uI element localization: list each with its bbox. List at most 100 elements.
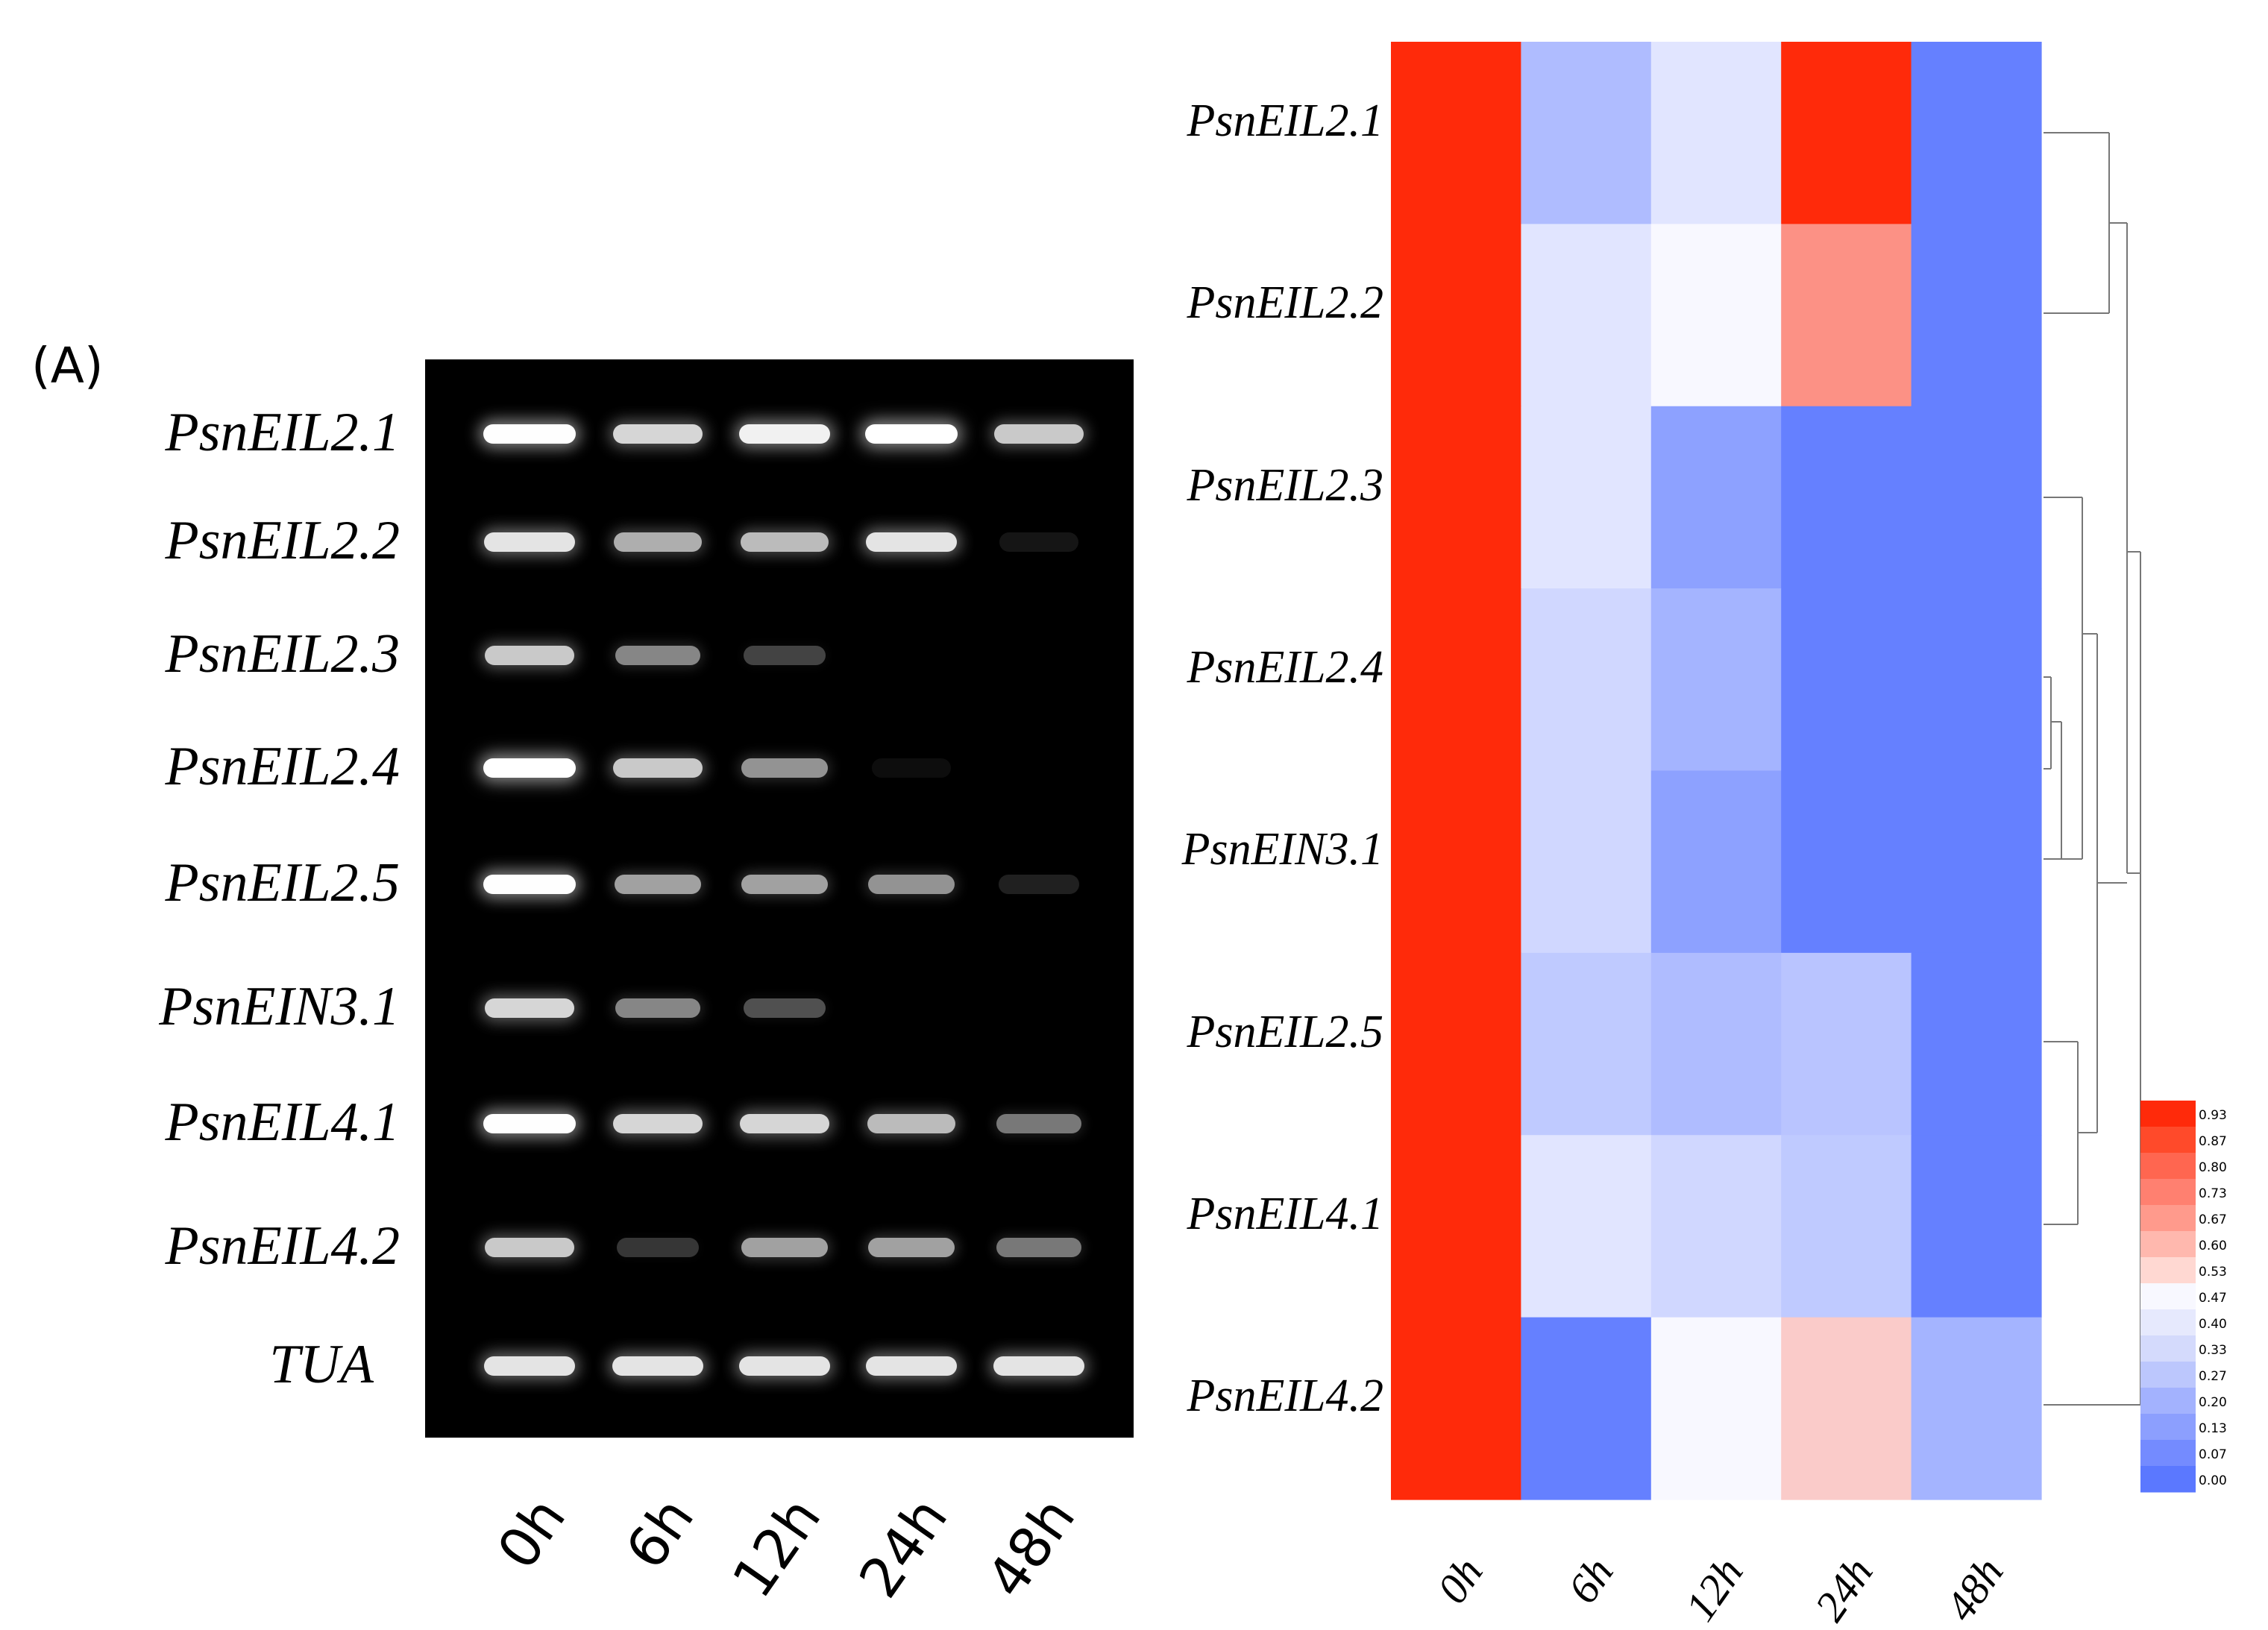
gel-row-label-psneil2-2: PsnEIL2.2 <box>165 510 400 571</box>
heatmap-row-label-psneil2-5: PsnEIL2.5 <box>1187 1006 1384 1057</box>
heatmap-cell <box>1521 770 1652 954</box>
gel-band <box>996 1238 1081 1257</box>
legend-swatch <box>2140 1231 2196 1258</box>
heatmap-cell <box>1521 224 1652 407</box>
gel-band <box>485 1238 574 1257</box>
gel-band <box>743 646 826 665</box>
legend-tick-label: 0.33 <box>2199 1342 2227 1358</box>
heatmap-row-label-psneil2-2: PsnEIL2.2 <box>1187 277 1384 329</box>
legend-tick-label: 0.13 <box>2199 1420 2227 1436</box>
heatmap-cell <box>1391 42 1521 224</box>
gel-band <box>740 532 829 552</box>
heatmap-cell <box>1521 42 1652 224</box>
legend-swatch <box>2140 1440 2196 1467</box>
gel-band <box>484 998 575 1018</box>
gel-band <box>485 646 574 665</box>
heatmap-cell <box>1391 588 1521 772</box>
gel-band <box>743 998 826 1018</box>
legend-swatch <box>2140 1362 2196 1388</box>
gel-band <box>484 532 575 552</box>
heatmap-row-label-psneil2-4: PsnEIL2.4 <box>1187 641 1384 693</box>
heatmap-cell <box>1911 952 2042 1136</box>
gel-band <box>866 1356 957 1376</box>
heatmap-cell <box>1650 224 1782 407</box>
legend-swatch <box>2140 1388 2196 1415</box>
gel-band <box>867 1238 955 1257</box>
legend-swatch <box>2140 1283 2196 1310</box>
gel-band <box>867 1114 956 1133</box>
heatmap-cell <box>1650 42 1782 224</box>
heatmap-cell <box>1911 1317 2042 1500</box>
gel-band <box>483 875 576 894</box>
legend-tick-label: 0.47 <box>2199 1290 2227 1306</box>
gel-band <box>615 646 701 665</box>
heatmap-cell <box>1911 588 2042 772</box>
heatmap-cell <box>1781 770 1912 954</box>
legend-tick-label: 0.80 <box>2199 1159 2227 1175</box>
heatmap-cell <box>1391 1135 1521 1318</box>
heatmap-cell <box>1911 42 2042 224</box>
gel-band <box>483 424 576 444</box>
gel-band <box>614 532 702 552</box>
heatmap-cell <box>1911 224 2042 407</box>
legend-swatch <box>2140 1153 2196 1180</box>
heatmap-cell <box>1650 406 1782 589</box>
gel-row-label-psneil2-3: PsnEIL2.3 <box>165 623 400 685</box>
legend-tick-label: 0.60 <box>2199 1238 2227 1253</box>
heatmap-row-label-psneil4-2: PsnEIL4.2 <box>1187 1371 1384 1422</box>
gel-band <box>871 758 952 778</box>
heatmap-cell <box>1781 588 1912 772</box>
gel-band <box>739 1356 830 1376</box>
gel-band <box>741 875 829 894</box>
heatmap-row-label-psnein3-1: PsnEIN3.1 <box>1181 824 1383 875</box>
heatmap-row-label-psneil2-3: PsnEIL2.3 <box>1187 459 1384 511</box>
heatmap-cell <box>1391 770 1521 954</box>
gel-band <box>617 1238 699 1257</box>
legend-swatch <box>2140 1179 2196 1206</box>
gel-band <box>993 1356 1084 1376</box>
gel-row-label-psneil2-4: PsnEIL2.4 <box>165 736 400 797</box>
gel-band <box>741 1238 829 1257</box>
gel-band <box>738 424 831 444</box>
heatmap-row-label-psneil4-1: PsnEIL4.1 <box>1187 1189 1384 1240</box>
gel-band <box>996 1114 1081 1133</box>
gel-band <box>865 424 958 444</box>
heatmap-cell <box>1781 42 1912 224</box>
heatmap-row-label-psneil2-1: PsnEIL2.1 <box>1187 95 1384 146</box>
gel-row-label-psneil2-1: PsnEIL2.1 <box>165 402 400 463</box>
heatmap-cell <box>1391 1317 1521 1500</box>
gel-band <box>612 424 703 444</box>
gel-row-label-tua: TUA <box>269 1334 374 1395</box>
legend-swatch <box>2140 1101 2196 1127</box>
legend-swatch <box>2140 1205 2196 1232</box>
gel-row-label-psnein3-1: PsnEIN3.1 <box>159 976 400 1037</box>
heatmap-cell <box>1650 1135 1782 1318</box>
legend-swatch <box>2140 1127 2196 1154</box>
heatmap-cell <box>1391 224 1521 407</box>
gel-band <box>612 1114 703 1133</box>
gel-band <box>739 1114 830 1133</box>
heatmap-cell <box>1650 588 1782 772</box>
heatmap-cell <box>1650 952 1782 1136</box>
legend-tick-label: 0.00 <box>2199 1473 2227 1488</box>
panel-label: (A) <box>31 337 104 394</box>
gel-band <box>483 758 576 778</box>
legend-tick-label: 0.67 <box>2199 1212 2227 1227</box>
gel-band <box>999 875 1079 894</box>
legend-swatch <box>2140 1335 2196 1362</box>
heatmap-cell <box>1521 1135 1652 1318</box>
heatmap-cell <box>1781 1135 1912 1318</box>
gel-image <box>425 359 1134 1438</box>
heatmap-cell <box>1781 406 1912 589</box>
gel-band <box>868 875 955 894</box>
legend-swatch <box>2140 1309 2196 1336</box>
legend-swatch <box>2140 1466 2196 1493</box>
gel-band <box>741 758 828 778</box>
gel-band <box>484 1356 575 1376</box>
heatmap-cell <box>1911 770 2042 954</box>
heatmap-cell <box>1521 1317 1652 1500</box>
heatmap-cell <box>1911 1135 2042 1318</box>
gel-band <box>612 1356 703 1376</box>
legend-swatch <box>2140 1414 2196 1441</box>
